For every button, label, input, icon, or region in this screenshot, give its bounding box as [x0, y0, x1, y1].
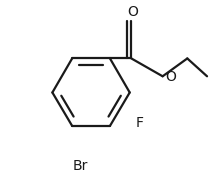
- Text: O: O: [127, 5, 138, 19]
- Text: Br: Br: [73, 159, 88, 173]
- Text: F: F: [136, 116, 144, 130]
- Text: O: O: [165, 70, 176, 84]
